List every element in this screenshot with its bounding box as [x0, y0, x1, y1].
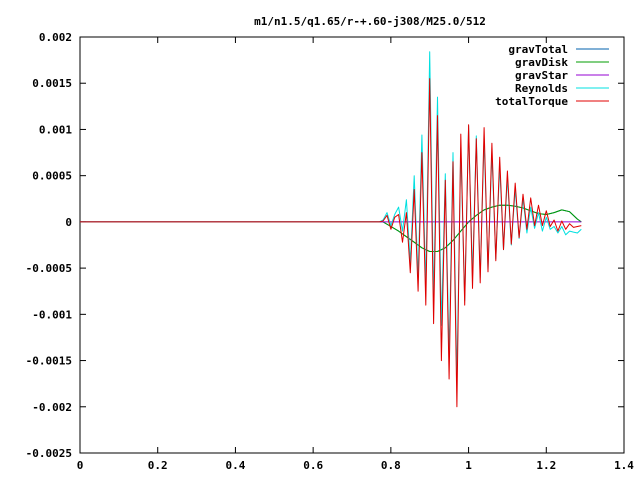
x-tick-label: 0.2: [148, 459, 168, 472]
legend-label-gravStar: gravStar: [515, 69, 568, 82]
x-tick-label: 0: [77, 459, 84, 472]
series-line-totalTorque: [80, 78, 582, 408]
legend-label-Reynolds: Reynolds: [515, 82, 568, 95]
plot-border: [79, 36, 625, 454]
y-tick-label: 0.002: [39, 31, 72, 44]
y-tick-label: 0.0005: [32, 170, 72, 183]
x-tick-label: 1: [465, 459, 472, 472]
x-tick-label: 1.2: [536, 459, 556, 472]
series-line-gravDisk: [80, 204, 582, 252]
y-tick-label: -0.001: [32, 308, 72, 321]
x-tick-label: 1.4: [614, 459, 634, 472]
x-tick-label: 0.4: [225, 459, 245, 472]
y-tick-label: -0.002: [32, 401, 72, 414]
x-tick-label: 0.6: [303, 459, 323, 472]
y-tick-label: 0.0015: [32, 77, 72, 90]
x-tick-label: 0.8: [381, 459, 401, 472]
series-line-gravTotal: [80, 204, 582, 252]
y-tick-label: -0.0015: [26, 355, 72, 368]
legend: gravTotalgravDiskgravStarReynoldstotalTo…: [495, 43, 609, 108]
y-tick-label: -0.0005: [26, 262, 72, 275]
legend-label-totalTorque: totalTorque: [495, 95, 568, 108]
legend-label-gravDisk: gravDisk: [515, 56, 568, 69]
series-layer: [80, 51, 582, 408]
chart-title: m1/n1.5/q1.65/r-+.60-j308/M25.0/512: [254, 15, 486, 28]
y-tick-label: 0: [65, 216, 72, 229]
axes: 0.002 0.0015 0.001 0.0005 0 -0.0005 -0.001 -0.0…: [26, 31, 635, 472]
y-tick-label: 0.001: [39, 123, 72, 136]
legend-label-gravTotal: gravTotal: [508, 43, 568, 56]
y-tick-label: -0.0025: [26, 447, 72, 460]
